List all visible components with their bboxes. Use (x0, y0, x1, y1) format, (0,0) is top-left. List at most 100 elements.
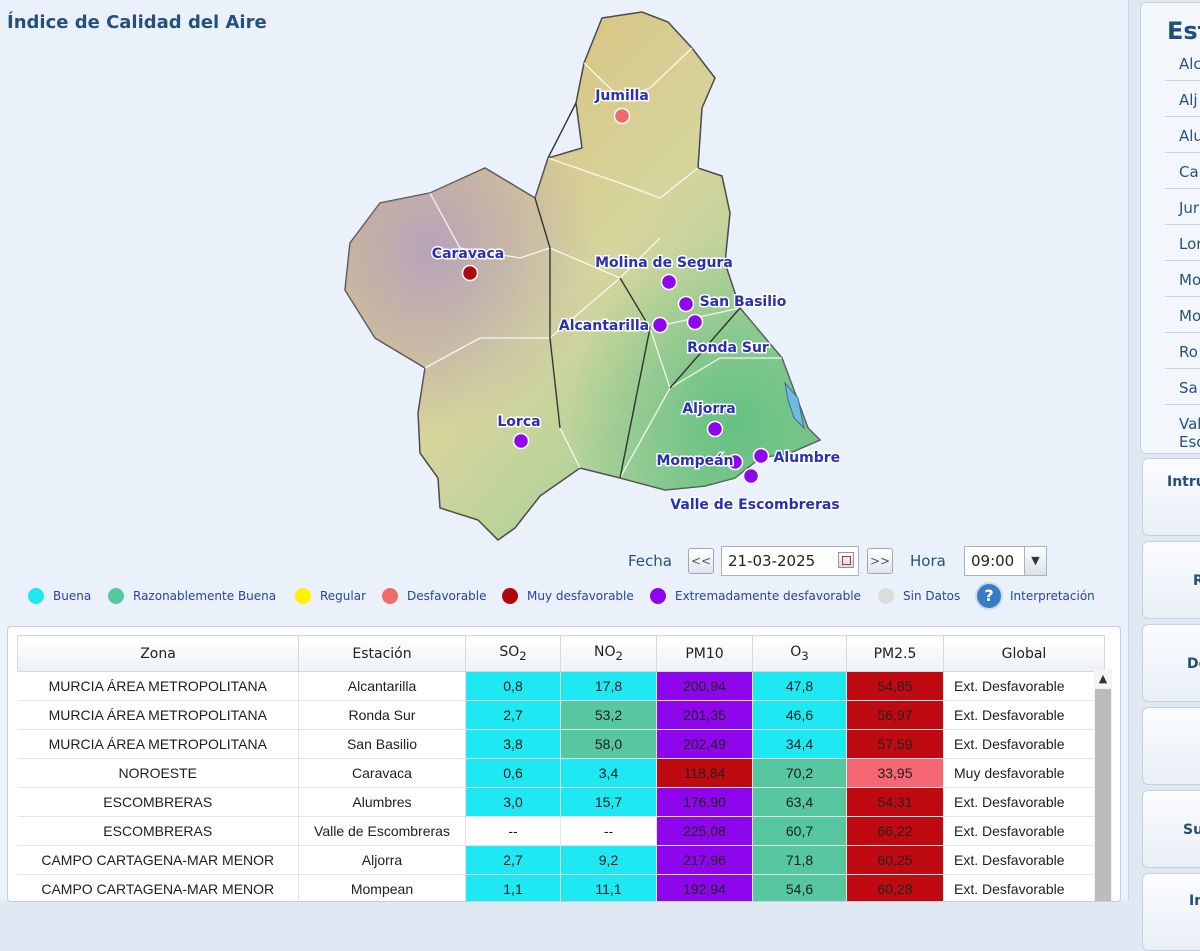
side-card[interactable]: R (1142, 541, 1200, 619)
table-row[interactable]: MURCIA ÁREA METROPOLITANA Ronda Sur 2,7 53,… (17, 700, 1105, 730)
col-header-o3[interactable]: O3 (752, 635, 847, 672)
side-card[interactable]: In (1142, 873, 1200, 951)
calendar-icon[interactable] (838, 552, 854, 568)
interpretacion-link[interactable]: ? Interpretación (977, 584, 1095, 608)
cell-global: Ext. Desfavorable (943, 845, 1105, 875)
station-label[interactable]: Jumilla (593, 87, 651, 106)
help-icon[interactable]: ? (977, 584, 1001, 608)
col-header-so2[interactable]: SO2 (465, 635, 561, 672)
station-link[interactable]: Alu (1165, 127, 1200, 153)
scroll-thumb[interactable] (1095, 689, 1111, 901)
side-card-label: De (1187, 656, 1200, 672)
table-row[interactable]: MURCIA ÁREA METROPOLITANA Alcantarilla 0,8… (17, 671, 1105, 701)
station-link[interactable]: Lor (1165, 235, 1200, 261)
legend-label: Muy desfavorable (527, 589, 634, 603)
table-row[interactable]: MURCIA ÁREA METROPOLITANA San Basilio 3,8 5… (17, 729, 1105, 759)
station-label[interactable]: Aljorra (681, 400, 737, 419)
station-marker[interactable] (512, 432, 530, 450)
station-link[interactable]: Jur (1165, 199, 1200, 225)
station-link[interactable]: Mo (1165, 271, 1200, 297)
station-link[interactable]: Ca (1165, 163, 1200, 189)
cell-so2: 2,7 (465, 845, 561, 875)
station-marker[interactable] (742, 467, 760, 485)
station-marker[interactable] (752, 447, 770, 465)
col-header-zona[interactable]: Zona (17, 635, 299, 672)
cell-estacion: Alumbres (298, 787, 466, 817)
cell-global: Ext. Desfavorable (943, 787, 1105, 817)
legend-swatch (650, 588, 666, 604)
station-label[interactable]: Lorca (496, 413, 542, 432)
station-marker[interactable] (461, 264, 479, 282)
station-label[interactable]: San Basilio (698, 293, 788, 312)
station-label[interactable]: Molina de Segura (594, 254, 735, 273)
legend-label: Razonablemente Buena (133, 589, 277, 603)
col-header-no2[interactable]: NO2 (560, 635, 657, 672)
side-card[interactable]: De (1142, 624, 1200, 702)
station-link[interactable]: Mo (1165, 307, 1200, 333)
scroll-up-icon[interactable]: ▲ (1095, 670, 1111, 688)
station-marker[interactable] (651, 316, 669, 334)
cell-pm25: 56,97 (846, 700, 944, 730)
legend-swatch (382, 588, 398, 604)
legend-label: Sin Datos (903, 589, 961, 603)
chevron-down-icon[interactable]: ▼ (1024, 547, 1046, 575)
cell-o3: 60,7 (752, 816, 847, 846)
side-card[interactable]: Intru (1142, 458, 1200, 536)
cell-pm10: 118,84 (656, 758, 753, 788)
col-header-global[interactable]: Global (943, 635, 1105, 672)
cell-pm10: 176,90 (656, 787, 753, 817)
station-marker[interactable] (686, 313, 704, 331)
station-label[interactable]: Mompeán (655, 452, 735, 471)
station-link[interactable]: Ro (1165, 343, 1200, 369)
cell-no2: 17,8 (560, 671, 657, 701)
table-scrollbar[interactable]: ▲ (1094, 669, 1112, 901)
hora-label: Hora (910, 552, 946, 570)
side-card[interactable] (1142, 707, 1200, 785)
station-label[interactable]: Caravaca (430, 245, 505, 264)
cell-no2: 53,2 (560, 700, 657, 730)
station-link[interactable]: Alj (1165, 91, 1200, 117)
cell-pm10: 202,49 (656, 729, 753, 759)
station-label[interactable]: Valle de Escombreras (669, 496, 840, 515)
table-row[interactable]: CAMPO CARTAGENA-MAR MENOR Aljorra 2,7 9,2 21… (17, 845, 1105, 875)
interpretacion-label[interactable]: Interpretación (1010, 589, 1095, 603)
cell-estacion: Caravaca (298, 758, 466, 788)
region-map[interactable]: Jumilla Caravaca Molina de Segura San Basil… (320, 8, 840, 553)
col-header-pm10[interactable]: PM10 (656, 635, 753, 672)
station-label[interactable]: Alumbres (772, 449, 840, 468)
hour-select[interactable]: 09:00 ▼ (964, 546, 1047, 576)
station-label[interactable]: Ronda Sur (686, 339, 771, 358)
side-card-label: In (1189, 893, 1200, 909)
prev-date-button[interactable]: << (688, 548, 714, 574)
cell-pm10: 201,35 (656, 700, 753, 730)
cell-zona: MURCIA ÁREA METROPOLITANA (17, 671, 299, 701)
cell-pm10: 225,08 (656, 816, 753, 846)
station-label[interactable]: Alcantarilla (557, 317, 650, 336)
cell-o3: 54,6 (752, 874, 847, 901)
cell-global: Ext. Desfavorable (943, 700, 1105, 730)
station-link[interactable]: Sa (1165, 379, 1200, 405)
cell-so2: 2,7 (465, 700, 561, 730)
col-header-estacion[interactable]: Estación (298, 635, 466, 672)
station-marker[interactable] (613, 107, 631, 125)
date-input[interactable]: 21-03-2025 (721, 546, 859, 576)
station-link[interactable]: Val Esc (1165, 415, 1200, 451)
table-row[interactable]: NOROESTE Caravaca 0,6 3,4 118,84 70,2 33,95 Muy… (17, 758, 1105, 788)
station-marker[interactable] (726, 453, 744, 471)
station-marker[interactable] (677, 295, 695, 313)
station-link[interactable]: Alc (1165, 55, 1200, 81)
table-row[interactable]: CAMPO CARTAGENA-MAR MENOR Mompean 1,1 11,1 1… (17, 874, 1105, 901)
stations-panel: Est Alc Alj Alu Ca Jur Lor Mo Mo Ro Sa V… (1140, 2, 1200, 454)
cell-pm10: 200,94 (656, 671, 753, 701)
station-marker[interactable] (660, 273, 678, 291)
col-header-pm25[interactable]: PM2.5 (846, 635, 944, 672)
cell-pm25: 60,28 (846, 874, 944, 901)
cell-zona: ESCOMBRERAS (17, 816, 299, 846)
station-marker[interactable] (706, 420, 724, 438)
table-row[interactable]: ESCOMBRERAS Valle de Escombreras -- -- 225,0… (17, 816, 1105, 846)
cell-o3: 71,8 (752, 845, 847, 875)
side-card[interactable]: Su (1142, 790, 1200, 868)
table-row[interactable]: ESCOMBRERAS Alumbres 3,0 15,7 176,90 63,4 54,3… (17, 787, 1105, 817)
cell-o3: 34,4 (752, 729, 847, 759)
next-date-button[interactable]: >> (867, 548, 893, 574)
